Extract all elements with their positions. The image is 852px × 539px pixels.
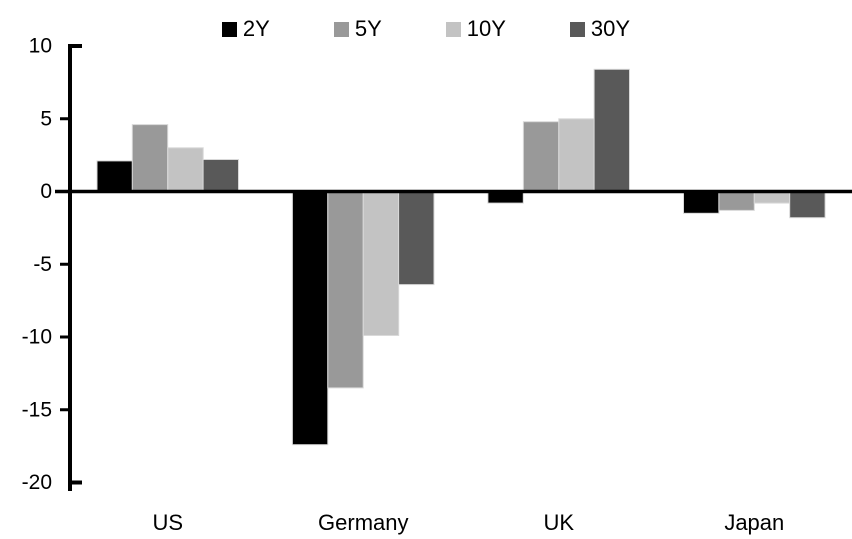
bar-germany-5y xyxy=(327,191,364,389)
y-tick-label: 10 xyxy=(29,35,52,58)
bar-us-2y xyxy=(96,160,133,192)
x-category-label-japan: Japan xyxy=(724,510,784,535)
bar-germany-10y xyxy=(362,191,400,336)
y-tick-label: 0 xyxy=(40,180,52,203)
y-tick-label: -20 xyxy=(22,471,52,494)
y-tick-label: -5 xyxy=(33,253,52,276)
bar-japan-30y xyxy=(789,191,826,219)
bar-germany-2y xyxy=(291,191,329,446)
x-category-label-germany: Germany xyxy=(318,510,408,535)
bar-us-10y xyxy=(167,147,204,193)
bar-japan-5y xyxy=(718,191,755,211)
y-tick-label: 5 xyxy=(40,107,52,130)
x-category-label-uk: UK xyxy=(544,510,575,535)
bar-uk-5y xyxy=(522,121,560,192)
bar-japan-2y xyxy=(683,191,720,214)
bar-us-5y xyxy=(131,124,169,192)
bar-uk-30y xyxy=(593,68,630,192)
bar-germany-30y xyxy=(398,191,435,286)
x-category-label-us: US xyxy=(153,510,184,535)
bar-uk-10y xyxy=(558,118,595,193)
bar-us-30y xyxy=(202,159,240,192)
y-tick-label: -10 xyxy=(22,326,52,349)
y-tick-label: -15 xyxy=(22,398,52,421)
